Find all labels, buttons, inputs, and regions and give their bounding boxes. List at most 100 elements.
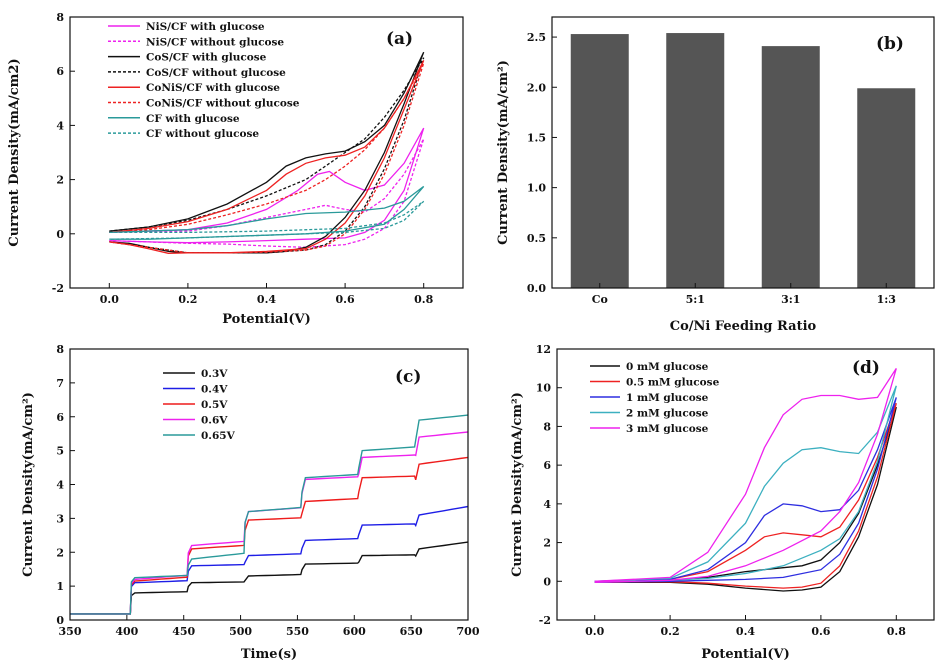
panel-a-xtick-label: 0.4 bbox=[257, 293, 276, 306]
panel-d-legend-entry: 0 mM glucose bbox=[626, 361, 709, 373]
panel-c-y-axis-label: Current Density(mA/cm²) bbox=[21, 392, 36, 577]
panel-d-ytick-label: 4 bbox=[543, 498, 551, 511]
panel-c-xtick-label: 450 bbox=[172, 625, 195, 638]
panel-a-series-line bbox=[109, 185, 425, 240]
panel-b-y-axis-label: Current Density(mA/cm²) bbox=[496, 60, 511, 245]
panel-d-xtick-label: 0.0 bbox=[585, 625, 604, 638]
panel-b-category-label: Co bbox=[592, 293, 608, 306]
panel-d-x-axis-label: Potential(V) bbox=[701, 647, 790, 662]
panel-a-series-line bbox=[109, 127, 425, 244]
panel-d-series-line bbox=[594, 397, 897, 583]
panel-c-xtick-label: 650 bbox=[400, 625, 423, 638]
panel-a-series-line bbox=[109, 60, 425, 254]
panel-a-ytick-label: 2 bbox=[56, 174, 64, 187]
panel-b-bar bbox=[570, 34, 629, 289]
panel-c-series-line bbox=[70, 456, 469, 615]
panel-c-plot-frame bbox=[69, 348, 469, 621]
panel-b-ytick-label: 0.0 bbox=[527, 282, 546, 295]
panel-a-series-line bbox=[109, 57, 425, 254]
panel-b-ytick-label: 2.0 bbox=[527, 81, 546, 94]
panel-b-bar bbox=[857, 88, 916, 288]
panel-d-xtick-label: 0.6 bbox=[811, 625, 830, 638]
panel-c-legend-entry: 0.4V bbox=[201, 384, 228, 396]
panel-d-series-group bbox=[594, 368, 897, 592]
panel-d-xtick-label: 0.4 bbox=[736, 625, 755, 638]
panel-b-ytick-label: 1.5 bbox=[527, 131, 546, 144]
panel-d-y-axis-label: Current Density(mA/cm²) bbox=[510, 392, 525, 577]
panel-a-legend-entry: CoNiS/CF with glucose bbox=[146, 82, 280, 94]
panel-c-legend-entry: 0.65V bbox=[201, 430, 236, 442]
panel-c-xtick-label: 550 bbox=[286, 625, 309, 638]
panel-c-ytick-label: 5 bbox=[56, 445, 64, 458]
panel-d-legend-entry: 2 mM glucose bbox=[626, 408, 709, 420]
panel-a-legend-entry: CF without glucose bbox=[146, 128, 259, 140]
panel-c-xtick-label: 700 bbox=[457, 625, 480, 638]
panel-a-legend-entry: CoNiS/CF without glucose bbox=[146, 98, 300, 110]
panel-a-legend-entry: CoS/CF with glucose bbox=[146, 52, 267, 64]
panel-c-legend-entry: 0.3V bbox=[201, 368, 228, 380]
panel-a-series-line bbox=[109, 62, 425, 254]
panel-d-legend-entry: 0.5 mM glucose bbox=[626, 377, 720, 389]
panel-b-ytick-label: 0.5 bbox=[527, 232, 546, 245]
panel-a-xtick-label: 0.8 bbox=[414, 293, 433, 306]
panel-c-ytick-label: 2 bbox=[56, 546, 64, 559]
panel-d-legend-entry: 3 mM glucose bbox=[626, 423, 709, 435]
panel-b-category-label: 5:1 bbox=[686, 293, 705, 306]
panel-a-x-axis-label: Potential(V) bbox=[222, 312, 311, 327]
panel-d-ytick-label: -2 bbox=[539, 614, 551, 627]
panel-c-ytick-label: 8 bbox=[56, 343, 64, 356]
panel-a-ytick-label: 8 bbox=[56, 11, 64, 24]
panel-c-series-line bbox=[70, 414, 469, 615]
panel-a-y-axis-label: Current Density(mA/cm2) bbox=[7, 58, 22, 246]
panel-a-xtick-label: 0.0 bbox=[100, 293, 119, 306]
panel-a-series-group bbox=[109, 51, 425, 254]
panel-a-ytick-label: 0 bbox=[56, 228, 64, 241]
panel-c-ytick-label: 0 bbox=[56, 614, 64, 627]
panel-b-category-label: 1:3 bbox=[877, 293, 896, 306]
panel-a-legend-entry: CF with glucose bbox=[146, 113, 240, 125]
panel-d-ytick-label: 12 bbox=[536, 343, 551, 356]
panel-b-x-axis-label: Co/Ni Feeding Ratio bbox=[670, 319, 817, 334]
panel-d-ytick-label: 8 bbox=[543, 420, 551, 433]
panel-a-label: (a) bbox=[386, 29, 413, 49]
panel-a-legend-entry: CoS/CF without glucose bbox=[146, 67, 286, 79]
panel-c-label: (c) bbox=[395, 367, 421, 387]
panel-c-xtick-label: 400 bbox=[115, 625, 138, 638]
panel-b-category-label: 3:1 bbox=[781, 293, 800, 306]
panel-b-label: (b) bbox=[876, 34, 904, 54]
panel-c-ytick-label: 7 bbox=[56, 377, 64, 390]
panel-c-ytick-label: 1 bbox=[56, 580, 64, 593]
panel-c-ytick-label: 6 bbox=[56, 411, 64, 424]
panel-a-plot-frame bbox=[69, 16, 464, 289]
panel-b-bar bbox=[666, 33, 725, 288]
panel-c-ytick-label: 3 bbox=[56, 512, 64, 525]
panel-b-ytick-label: 2.5 bbox=[527, 31, 546, 44]
panel-d-ytick-label: 10 bbox=[536, 382, 552, 395]
panel-d-xtick-label: 0.8 bbox=[887, 625, 906, 638]
panel-c-series-group bbox=[70, 414, 469, 615]
panel-d-ytick-label: 2 bbox=[543, 537, 551, 550]
panel-c-series-line bbox=[70, 505, 469, 615]
panel-d-ytick-label: 6 bbox=[543, 459, 551, 472]
panel-b-plot-frame bbox=[551, 16, 935, 289]
panel-a-xtick-label: 0.6 bbox=[336, 293, 355, 306]
panel-d-series-line bbox=[594, 368, 897, 583]
panel-d-label: (d) bbox=[852, 358, 880, 378]
panel-c-series-line bbox=[70, 541, 469, 615]
panel-c-xtick-label: 600 bbox=[343, 625, 366, 638]
panel-d-series-line bbox=[594, 402, 897, 589]
panel-a-xtick-label: 0.2 bbox=[178, 293, 197, 306]
panel-d-ytick-label: 0 bbox=[543, 575, 551, 588]
panel-c-legend-entry: 0.6V bbox=[201, 415, 228, 427]
panel-c-ytick-label: 4 bbox=[56, 479, 64, 492]
panel-a-legend-entry: NiS/CF without glucose bbox=[146, 36, 284, 48]
panel-a-series-line bbox=[109, 138, 425, 248]
panel-a-legend-entry: NiS/CF with glucose bbox=[146, 21, 265, 33]
panel-d-xtick-label: 0.2 bbox=[661, 625, 680, 638]
panel-c-x-axis-label: Time(s) bbox=[241, 647, 297, 662]
panel-c-xtick-label: 350 bbox=[59, 625, 82, 638]
panel-a-ytick-label: -2 bbox=[52, 282, 64, 295]
panel-c-xtick-label: 500 bbox=[229, 625, 252, 638]
panel-a-series-line bbox=[109, 200, 425, 240]
